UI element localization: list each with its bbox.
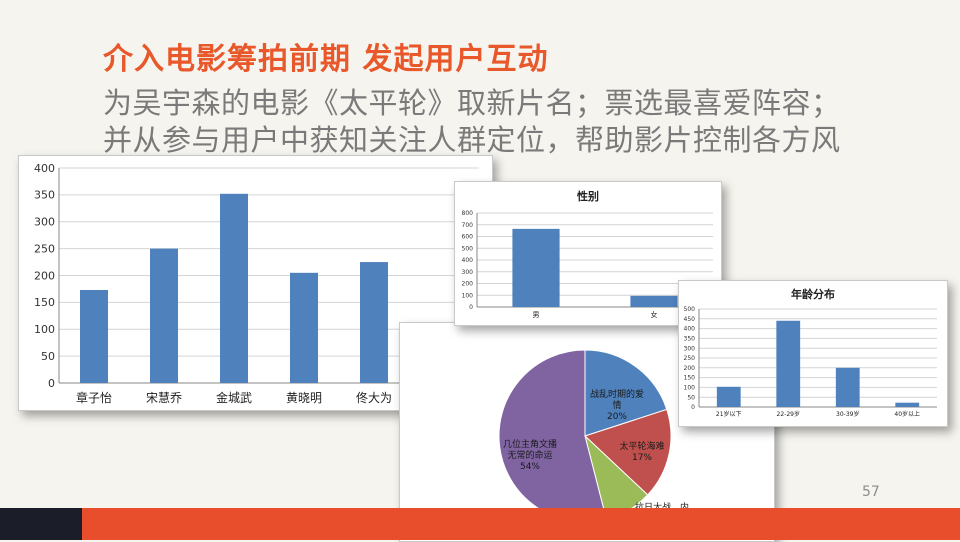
slide-subtitle-line1: 为吴宇森的电影《太平轮》取新片名；票选最喜爱阵容； [103, 86, 841, 120]
theme-pie-chart-svg: 战乱时期的爱情20%太平轮海难17%抗日大战、内战战场9%几位主角文播无常的命运… [498, 349, 689, 535]
pie-slice-percent: 17% [632, 453, 652, 463]
gender-chart-ytick-label: 0 [469, 304, 473, 311]
actor-chart-ytick-label: 150 [34, 296, 55, 309]
age-chart-ytick-label: 500 [684, 306, 696, 313]
gender-chart-ytick-label: 200 [462, 281, 474, 288]
gender-chart: 性别 0 100 200 300 400 500 600 700 800 男 女 [454, 181, 722, 326]
actor-chart-ytick-label: 300 [34, 216, 55, 229]
pie-slice-label: 情 [612, 399, 621, 411]
actor-chart-category-label: 章子怡 [76, 390, 112, 405]
pie-slice-label: 战乱时期的爱 [590, 388, 644, 400]
gender-chart-category-label: 男 [533, 311, 540, 319]
age-chart-bar [776, 320, 801, 407]
age-chart-bar [895, 402, 920, 407]
gender-chart-category-label: 女 [651, 310, 658, 319]
age-distribution-chart: 年龄分布 0 50 100 150 200 250 300 350 400 450 500 21岁以下 2… [678, 280, 948, 427]
actor-chart-ytick-label: 250 [34, 242, 55, 255]
age-chart-category-label: 21岁以下 [716, 410, 742, 418]
actor-chart-ytick-label: 100 [34, 323, 55, 336]
age-chart-ytick-label: 50 [687, 394, 695, 401]
gender-chart-ytick-label: 800 [462, 210, 474, 217]
age-chart-ytick-label: 200 [684, 365, 696, 372]
gender-chart-svg: 性别 0 100 200 300 400 500 600 700 800 男 女 [462, 189, 713, 319]
gender-chart-ytick-label: 300 [462, 269, 474, 276]
gender-chart-ytick-label: 100 [462, 292, 474, 299]
age-chart-ytick-label: 450 [684, 316, 696, 323]
actor-chart-ytick-label: 50 [41, 350, 55, 363]
gender-chart-title: 性别 [577, 189, 599, 203]
age-chart-ytick-label: 0 [691, 404, 695, 411]
actor-chart-ytick-label: 0 [48, 377, 55, 390]
gender-chart-ytick-label: 500 [462, 245, 474, 252]
actor-chart-ytick-label: 350 [34, 189, 55, 202]
actor-chart-bar [150, 248, 178, 383]
slide-subtitle-line2: 并从参与用户中获知关注人群定位，帮助影片控制各方风 [103, 123, 841, 157]
actor-chart-category-label: 佟大为 [356, 390, 392, 405]
age-chart-bar [835, 367, 860, 407]
pie-slice-label: 无常的命运 [507, 449, 552, 461]
age-chart-ytick-label: 300 [684, 345, 696, 352]
age-chart-title: 年龄分布 [791, 287, 835, 301]
age-chart-category-label: 30-39岁 [836, 410, 859, 418]
gender-chart-bar [630, 295, 678, 307]
gender-chart-ytick-label: 600 [462, 234, 474, 241]
pie-slice [584, 408, 672, 496]
actor-chart-bar [220, 193, 248, 383]
age-chart-ytick-label: 400 [684, 326, 696, 333]
page-number: 57 [862, 484, 880, 500]
actor-chart-category-label: 黄晓明 [286, 391, 322, 405]
actor-vote-chart: 050100150200250300350400章子怡宋慧乔金城武黄晓明佟大为长… [18, 155, 493, 411]
age-chart-ytick-label: 350 [684, 336, 696, 343]
age-chart-ytick-label: 250 [684, 355, 696, 362]
actor-chart-bar [290, 272, 318, 383]
actor-chart-ytick-label: 200 [34, 269, 55, 282]
pie-slice-percent: 54% [520, 462, 540, 472]
footer-red-bar [82, 508, 960, 540]
age-chart-bar [716, 386, 741, 407]
age-chart-category-label: 22-29岁 [777, 410, 800, 418]
gender-chart-bar [512, 228, 560, 307]
actor-chart-category-label: 金城武 [216, 390, 252, 405]
gender-chart-ytick-label: 700 [462, 222, 474, 229]
pie-slice-label: 几位主角文播 [503, 438, 557, 450]
footer-dark-bar [0, 508, 82, 540]
pie-slice-label: 太平轮海难 [619, 440, 664, 452]
actor-chart-bar [360, 262, 388, 383]
slide-title: 介入电影筹拍前期 发起用户互动 [103, 42, 549, 77]
age-chart-ytick-label: 150 [684, 375, 696, 382]
age-distribution-chart-svg: 年龄分布 0 50 100 150 200 250 300 350 400 450 500 21岁以下 2… [684, 287, 937, 418]
actor-chart-bar [80, 290, 108, 383]
gender-chart-ytick-label: 400 [462, 257, 474, 264]
pie-slice [584, 349, 668, 437]
actor-chart-category-label: 宋慧乔 [146, 390, 182, 405]
age-chart-category-label: 40岁以上 [894, 410, 920, 418]
pie-slice-percent: 20% [607, 412, 627, 422]
age-chart-ytick-label: 100 [684, 385, 696, 392]
actor-chart-ytick-label: 400 [34, 162, 55, 175]
